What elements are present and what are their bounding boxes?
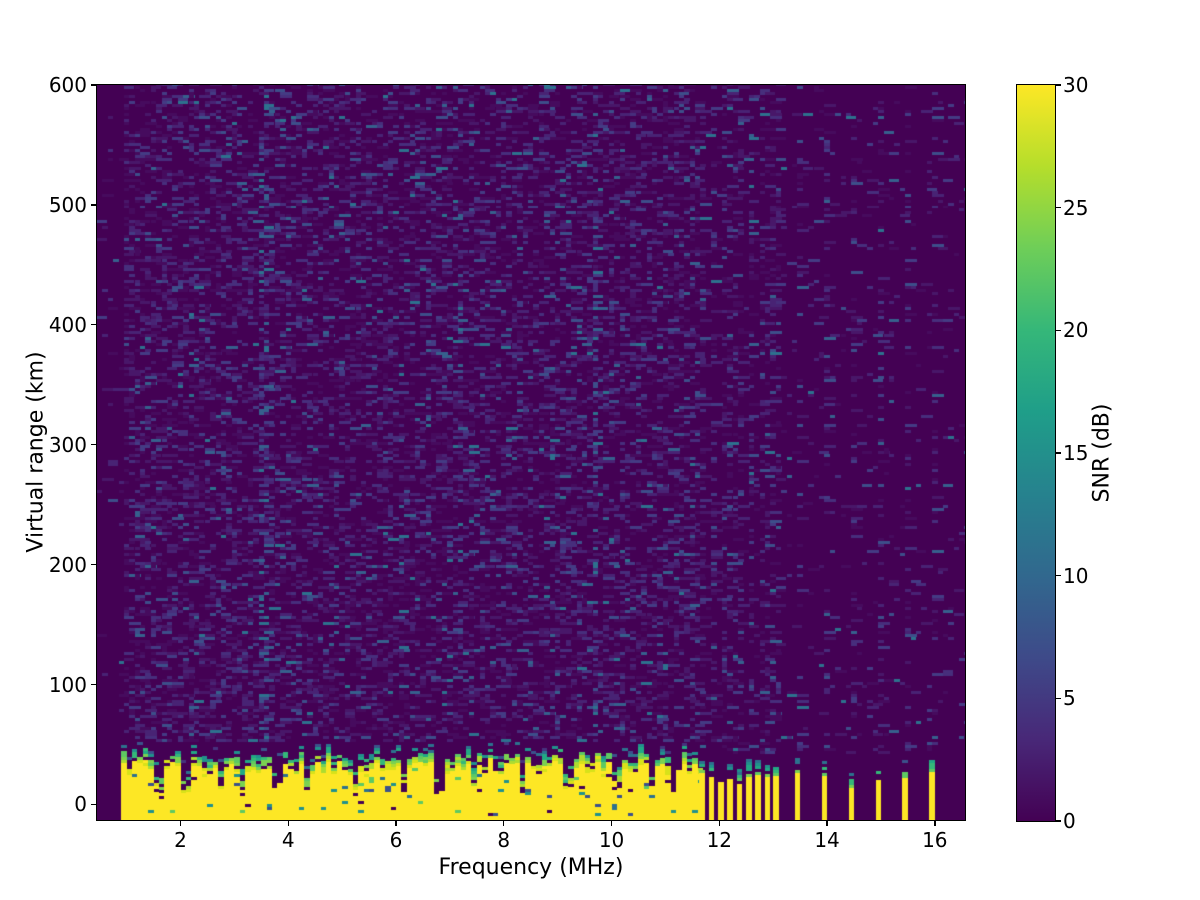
colorbar-tick-label: 20 bbox=[1063, 318, 1089, 343]
y-tick-label: 200 bbox=[48, 552, 87, 577]
x-tick-label: 4 bbox=[281, 828, 295, 852]
colorbar-tick-label: 25 bbox=[1063, 195, 1089, 220]
plot-area bbox=[96, 84, 966, 821]
colorbar-tick bbox=[1056, 697, 1061, 700]
x-tick-label: 2 bbox=[174, 828, 187, 852]
colorbar-tick-label: 10 bbox=[1063, 563, 1089, 588]
colorbar-tick-label: 5 bbox=[1063, 686, 1076, 711]
x-tick-label: 16 bbox=[922, 828, 948, 852]
y-tick-label: 600 bbox=[48, 73, 87, 97]
x-axis-label: Frequency (MHz) bbox=[438, 855, 624, 880]
colorbar bbox=[1016, 84, 1056, 822]
colorbar-tick bbox=[1056, 574, 1061, 577]
x-tick-label: 8 bbox=[497, 828, 511, 852]
y-tick-label: 0 bbox=[74, 792, 87, 817]
x-tick-label: 6 bbox=[389, 828, 403, 852]
colorbar-tick bbox=[1056, 820, 1061, 822]
x-tick bbox=[934, 821, 936, 826]
x-tick bbox=[503, 821, 505, 826]
x-tick-label: 10 bbox=[598, 828, 625, 852]
colorbar-tick bbox=[1056, 84, 1061, 86]
ionogram-heatmap bbox=[97, 85, 965, 820]
colorbar-tick-label: 15 bbox=[1063, 441, 1089, 465]
y-tick bbox=[91, 683, 96, 686]
x-tick-label: 12 bbox=[706, 828, 733, 852]
y-tick-label: 400 bbox=[48, 312, 87, 337]
y-tick bbox=[91, 803, 96, 806]
colorbar-tick-label: 0 bbox=[1063, 809, 1076, 833]
colorbar-tick-label: 30 bbox=[1063, 73, 1089, 97]
x-tick-label: 14 bbox=[814, 828, 840, 852]
colorbar-tick bbox=[1056, 452, 1061, 454]
x-tick bbox=[826, 821, 828, 826]
x-tick bbox=[179, 821, 182, 826]
colorbar-label: SNR (dB) bbox=[1089, 403, 1115, 503]
colorbar-tick bbox=[1056, 206, 1061, 209]
y-tick bbox=[91, 563, 96, 566]
colorbar-gradient bbox=[1017, 85, 1055, 821]
y-tick-label: 500 bbox=[48, 192, 87, 217]
colorbar-tick bbox=[1056, 329, 1061, 332]
x-tick bbox=[287, 821, 289, 826]
x-tick bbox=[610, 821, 613, 826]
y-tick bbox=[91, 204, 96, 206]
y-tick bbox=[91, 444, 96, 446]
y-tick bbox=[91, 324, 96, 326]
y-tick-label: 300 bbox=[48, 432, 87, 457]
x-tick bbox=[395, 821, 397, 826]
y-tick bbox=[91, 84, 96, 86]
x-tick bbox=[718, 821, 720, 826]
y-tick-label: 100 bbox=[48, 672, 87, 697]
